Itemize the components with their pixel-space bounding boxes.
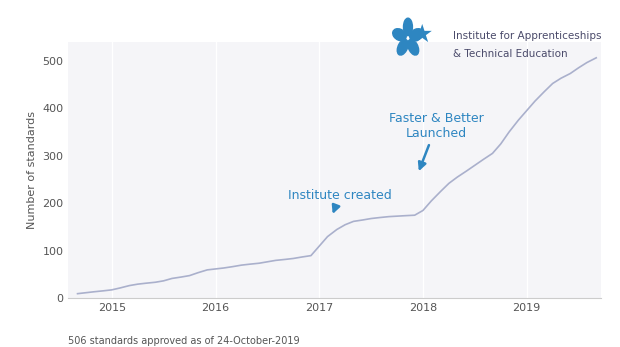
Ellipse shape: [397, 40, 408, 55]
Y-axis label: Number of standards: Number of standards: [27, 111, 37, 229]
Ellipse shape: [392, 29, 406, 41]
Ellipse shape: [408, 40, 419, 55]
Text: & Technical Education: & Technical Education: [453, 49, 567, 59]
Ellipse shape: [410, 29, 423, 41]
Text: ★: ★: [410, 23, 433, 47]
Text: Institute for Apprenticeships: Institute for Apprenticeships: [453, 32, 601, 41]
Text: 506 standards approved as of 24-October-2019: 506 standards approved as of 24-October-…: [68, 336, 300, 346]
Text: Faster & Better
Launched: Faster & Better Launched: [389, 112, 484, 169]
Text: Institute created: Institute created: [288, 188, 392, 211]
Ellipse shape: [404, 18, 412, 36]
